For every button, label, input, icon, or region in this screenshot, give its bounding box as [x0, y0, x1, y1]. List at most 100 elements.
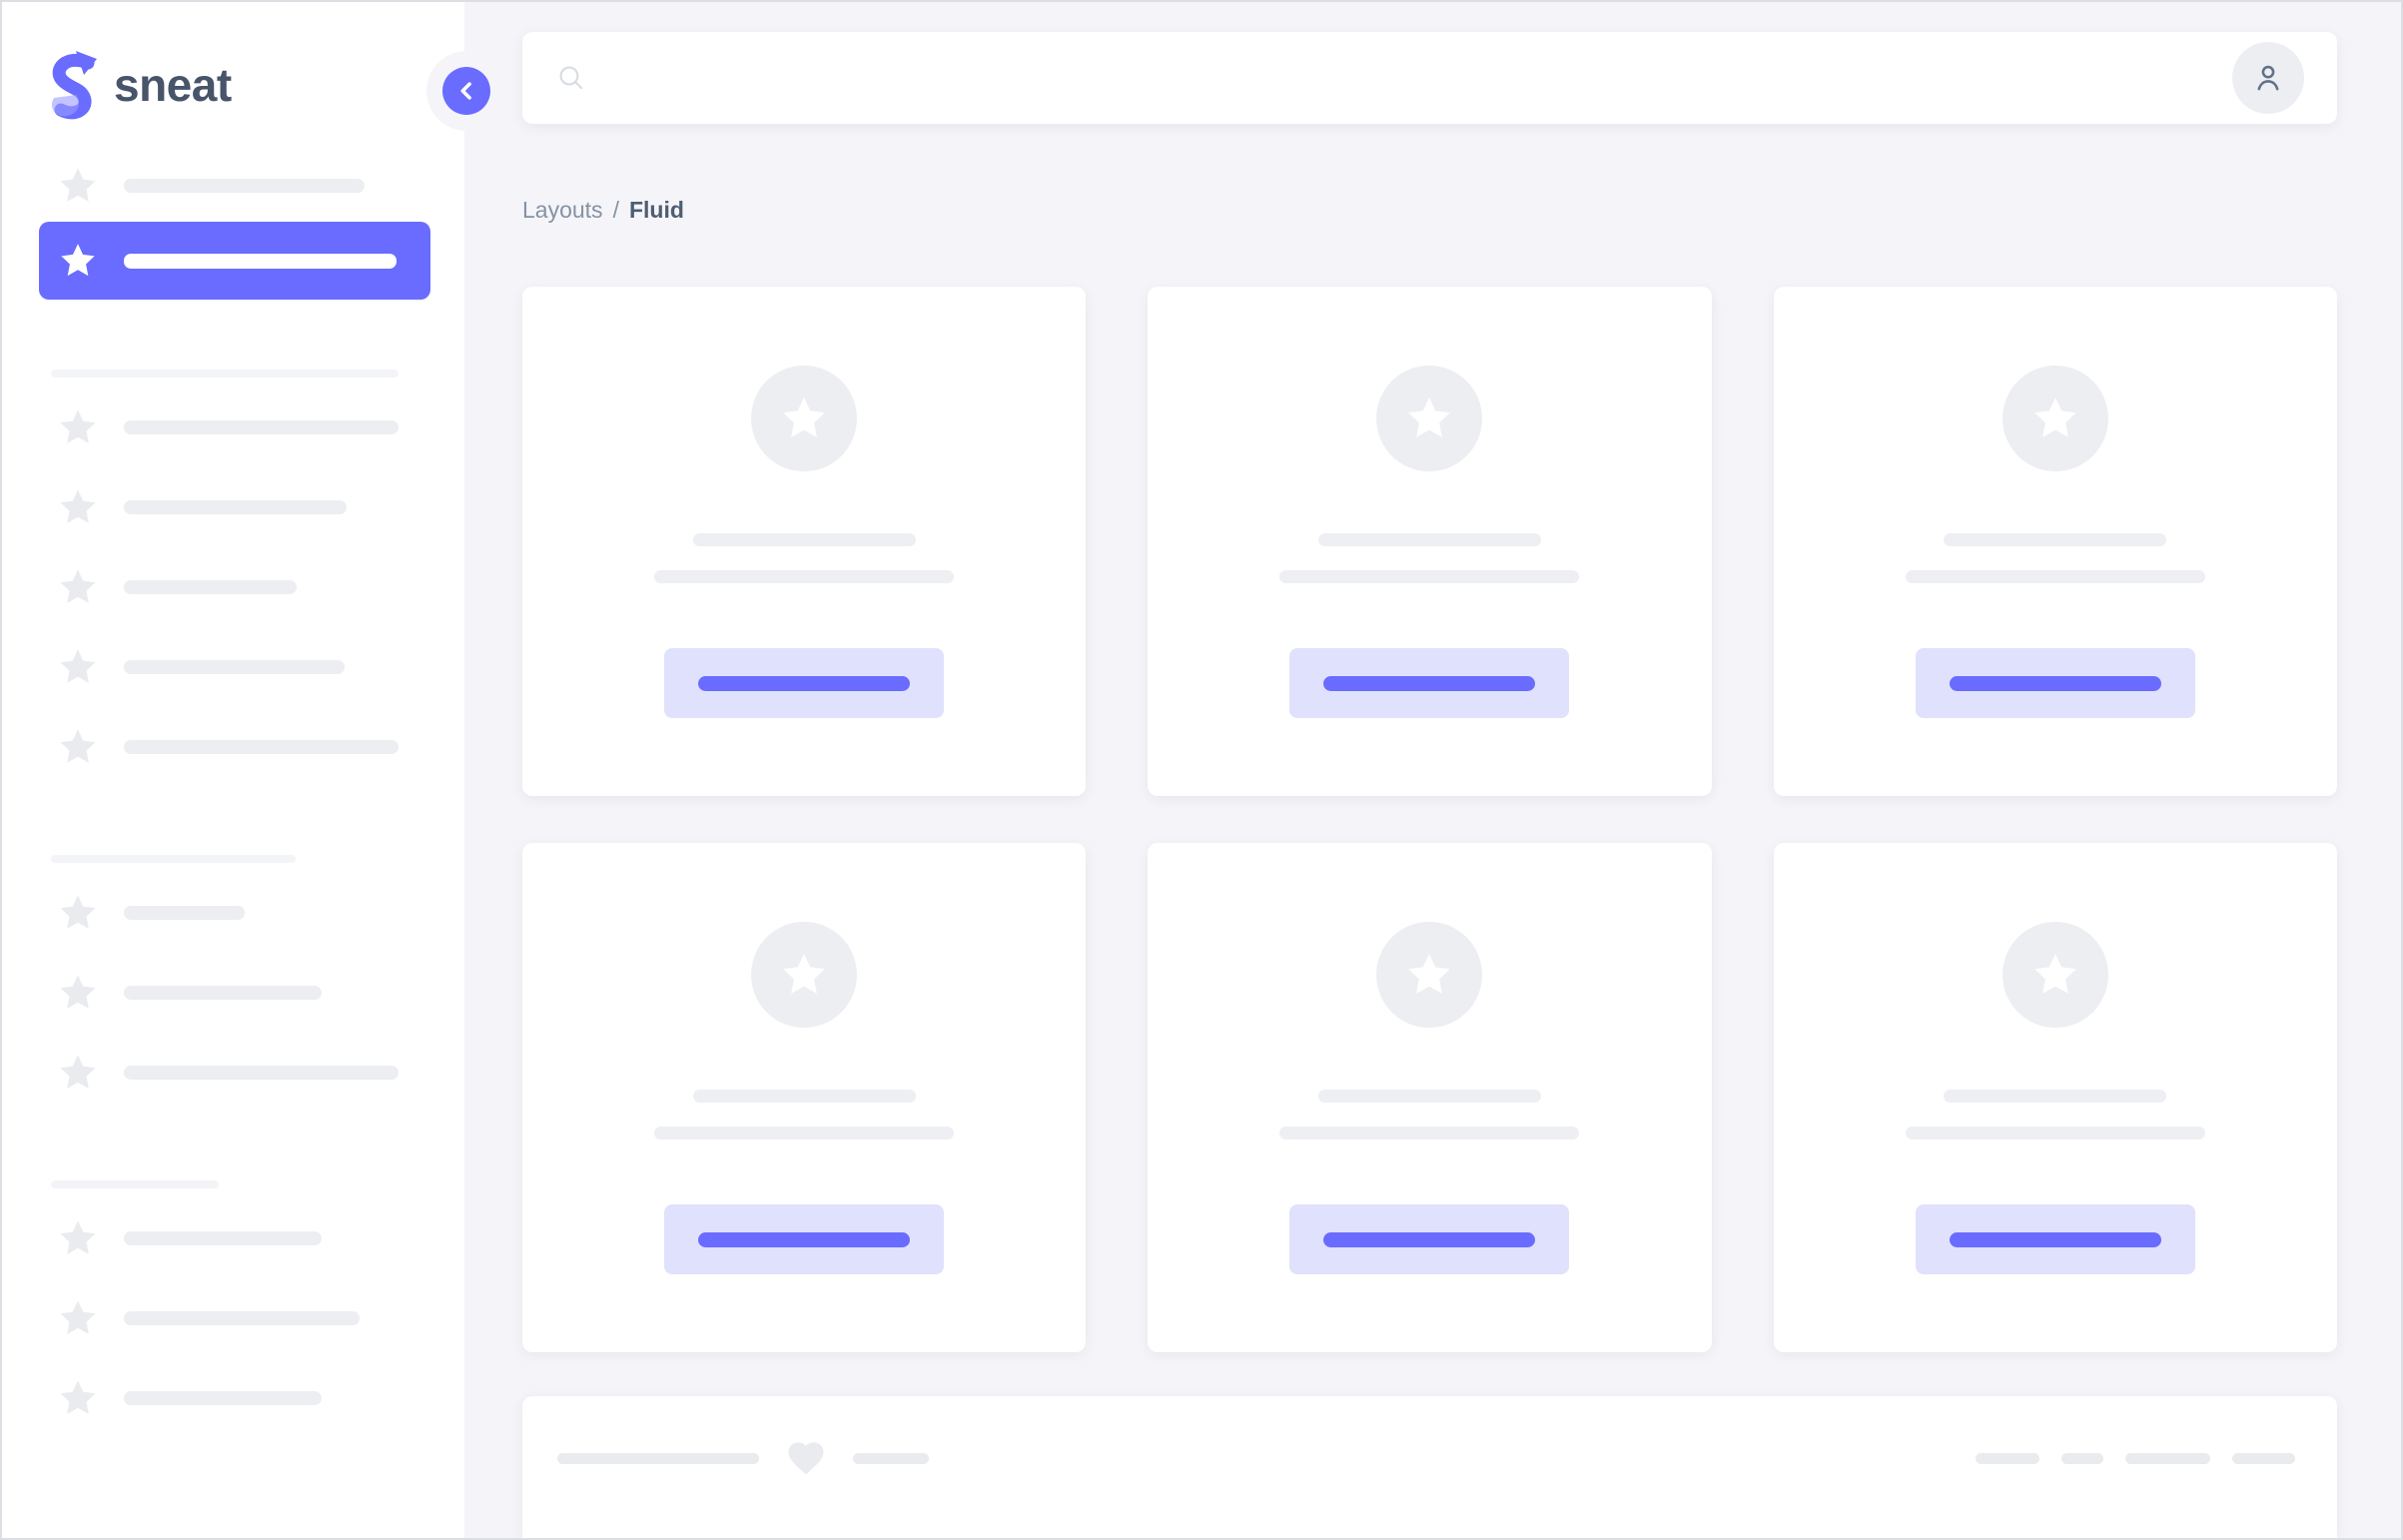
button-skeleton-bar: [1949, 1231, 2161, 1247]
card-action-button[interactable]: [1289, 648, 1570, 719]
card-skeleton-line: [654, 570, 955, 584]
card-action-button[interactable]: [1915, 1204, 2195, 1275]
footer-content: [557, 1396, 2295, 1520]
sidebar-menu-item[interactable]: [2, 1376, 464, 1420]
star-icon: [56, 891, 100, 935]
sidebar-menu-item[interactable]: [2, 164, 464, 208]
star-icon: [56, 1296, 100, 1340]
star-icon: [56, 971, 100, 1015]
sidebar-menu-item[interactable]: [2, 485, 464, 529]
card-action-button[interactable]: [1289, 1204, 1570, 1275]
demo-card: [1773, 287, 2337, 797]
card-skeleton-line: [1944, 533, 2167, 547]
search-bar: [522, 32, 2337, 125]
card-skeleton-line: [1279, 570, 1580, 584]
star-icon: [56, 645, 100, 689]
card-action-button[interactable]: [1915, 648, 2195, 719]
star-icon: [56, 405, 100, 449]
button-skeleton-bar: [1949, 675, 2161, 691]
button-skeleton-bar: [698, 1231, 911, 1247]
sidebar-menu-item[interactable]: [2, 1051, 464, 1095]
breadcrumb: Layouts / Fluid: [522, 195, 2337, 225]
sidebar-menu-item[interactable]: [2, 1296, 464, 1340]
menu-item-skeleton-bar: [124, 500, 347, 514]
star-icon: [56, 239, 100, 283]
card-skeleton-line: [1944, 1090, 2167, 1104]
person-icon: [2250, 60, 2286, 96]
card-skeleton-line: [1317, 533, 1541, 547]
star-icon: [56, 1051, 100, 1095]
sidebar-menu-item[interactable]: [2, 725, 464, 769]
star-icon: [56, 565, 100, 609]
card-avatar: [2002, 922, 2108, 1029]
card-skeleton-line: [692, 533, 916, 547]
menu-item-skeleton-bar: [124, 906, 245, 920]
card-skeleton-line: [1905, 570, 2205, 584]
button-skeleton-bar: [1323, 675, 1536, 691]
button-skeleton-bar: [698, 675, 911, 691]
sidebar-menu-item[interactable]: [2, 405, 464, 449]
heart-icon: [785, 1437, 827, 1479]
card-skeleton-line: [692, 1090, 916, 1104]
star-icon: [56, 164, 100, 208]
sidebar-menu-item[interactable]: [2, 891, 464, 935]
card-skeleton-line: [654, 1127, 955, 1141]
menu-item-skeleton-bar: [124, 1391, 322, 1405]
sidebar-menu-item-active[interactable]: [39, 222, 430, 300]
sidebar-menu-item[interactable]: [2, 565, 464, 609]
sidebar-menu-item[interactable]: [2, 1216, 464, 1260]
star-icon: [2030, 950, 2080, 1000]
star-icon: [1404, 393, 1454, 443]
footer-bar: [522, 1396, 2337, 1538]
search-icon[interactable]: [555, 62, 587, 94]
breadcrumb-separator: /: [612, 197, 619, 224]
breadcrumb-item-layouts[interactable]: Layouts: [522, 197, 603, 224]
sidebar-menu: [2, 164, 464, 1420]
star-icon: [56, 485, 100, 529]
sidebar-menu-item[interactable]: [2, 971, 464, 1015]
footer-skeleton-bar: [1976, 1452, 2039, 1464]
demo-card: [1148, 843, 1712, 1353]
menu-item-skeleton-bar: [124, 740, 399, 754]
menu-item-skeleton-bar: [124, 986, 322, 1000]
sidebar-menu-item[interactable]: [2, 645, 464, 689]
menu-section-divider: [51, 370, 399, 378]
user-menu-button[interactable]: [2232, 42, 2304, 115]
menu-item-skeleton-bar: [124, 253, 397, 269]
card-avatar: [1376, 922, 1483, 1029]
chevron-left-icon: [451, 76, 481, 106]
star-icon: [779, 393, 829, 443]
menu-section-divider: [51, 1180, 219, 1188]
footer-links-group: [1976, 1452, 2295, 1464]
menu-item-skeleton-bar: [124, 179, 365, 193]
card-avatar: [1376, 366, 1483, 472]
menu-item-skeleton-bar: [124, 1231, 322, 1245]
footer-skeleton-bar: [2061, 1452, 2103, 1464]
button-skeleton-bar: [1323, 1231, 1536, 1247]
star-icon: [56, 1376, 100, 1420]
card-action-button[interactable]: [664, 648, 945, 719]
card-skeleton-line: [1905, 1127, 2205, 1141]
demo-card: [1148, 287, 1712, 797]
card-avatar: [751, 366, 858, 472]
footer-skeleton-bar: [853, 1452, 929, 1464]
card-skeleton-line: [1279, 1127, 1580, 1141]
star-icon: [1404, 950, 1454, 1000]
card-grid: [522, 287, 2337, 1353]
sidebar-collapse-button[interactable]: [442, 67, 490, 115]
footer-skeleton-bar: [2125, 1452, 2210, 1464]
card-action-button[interactable]: [664, 1204, 945, 1275]
menu-item-skeleton-bar: [124, 1066, 399, 1080]
main-content: Layouts / Fluid: [464, 2, 2401, 1538]
menu-item-skeleton-bar: [124, 660, 345, 674]
sidebar: sneat: [2, 2, 490, 1538]
footer-skeleton-bar: [557, 1452, 759, 1464]
breadcrumb-item-current: Fluid: [628, 197, 684, 224]
menu-section-divider: [51, 855, 296, 863]
menu-item-skeleton-bar: [124, 1311, 360, 1325]
card-avatar: [2002, 366, 2108, 472]
sneat-logo-icon: [46, 50, 98, 120]
card-avatar: [751, 922, 858, 1029]
brand-link[interactable]: sneat: [46, 50, 464, 120]
